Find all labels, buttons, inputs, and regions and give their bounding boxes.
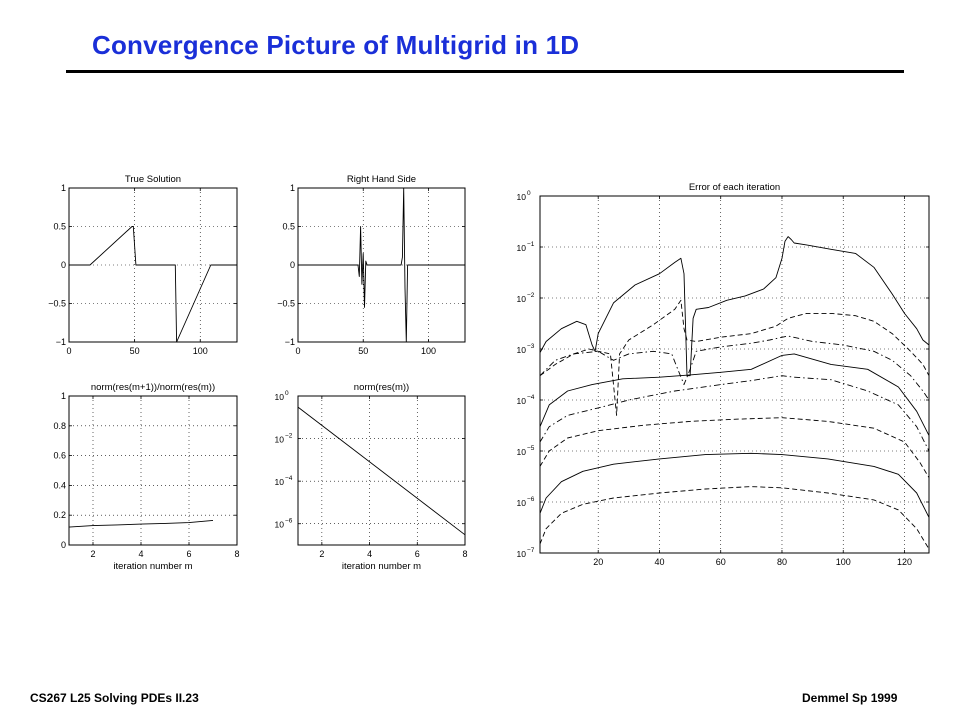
y-tick-exponent: 0 (527, 190, 531, 197)
x-axis-label: iteration number m (113, 561, 192, 572)
y-tick-label: 0 (61, 260, 66, 270)
series-line-1 (539, 299, 930, 416)
y-tick-exponent: −3 (527, 343, 535, 350)
x-tick-label: 120 (897, 557, 912, 567)
y-tick-exponent: −4 (285, 475, 293, 482)
y-tick-exponent: −1 (527, 241, 535, 248)
series-line-3 (539, 353, 930, 436)
y-tick-label: −0.5 (277, 299, 295, 309)
x-axis-label: iteration number m (342, 561, 421, 572)
x-tick-label: 2 (319, 549, 324, 559)
series-line-0 (69, 226, 237, 343)
y-tick-label: 0 (290, 260, 295, 270)
y-tick-exponent: −2 (285, 433, 293, 440)
x-tick-label: 60 (716, 557, 726, 567)
series-line-0 (297, 406, 466, 536)
y-tick-label: 10 (517, 294, 527, 304)
y-tick-label: 0 (61, 540, 66, 550)
x-tick-label: 80 (777, 557, 787, 567)
y-tick-label: −1 (56, 337, 66, 347)
x-tick-label: 50 (130, 346, 140, 356)
x-tick-label: 50 (358, 346, 368, 356)
chart-panel-0: 0 50 100 −1 −0.5 0 0.5 1 True Solution (48, 174, 238, 356)
x-tick-label: 8 (234, 549, 239, 559)
y-tick-exponent: 0 (285, 390, 289, 397)
chart-title: norm(res(m)) (354, 382, 409, 393)
y-tick-exponent: −5 (527, 445, 535, 452)
x-tick-label: 40 (654, 557, 664, 567)
x-tick-label: 0 (295, 346, 300, 356)
x-tick-label: 100 (421, 346, 436, 356)
y-tick-label: 10 (275, 520, 285, 530)
y-tick-exponent: −6 (285, 518, 293, 525)
y-tick-label: 10 (275, 392, 285, 402)
x-tick-label: 6 (186, 549, 191, 559)
y-tick-exponent: −6 (527, 496, 535, 503)
chart-title: True Solution (125, 174, 181, 185)
slide-title: Convergence Picture of Multigrid in 1D (92, 30, 580, 60)
footer-author-label: Demmel Sp 1999 (802, 691, 898, 705)
plot-frame (297, 395, 466, 546)
y-tick-label: 10 (517, 192, 527, 202)
chart-panel-2: 2 4 6 8 0 0.2 0.4 0.6 0.8 1 norm(res(m+1))/norm(re… (53, 382, 239, 572)
series-line-0 (68, 519, 214, 528)
y-tick-label: 0.8 (53, 421, 66, 431)
y-tick-label: −0.5 (48, 299, 66, 309)
y-tick-label: 1 (290, 183, 295, 193)
x-tick-label: 4 (367, 549, 372, 559)
x-tick-label: 6 (415, 549, 420, 559)
y-tick-label: 10 (517, 498, 527, 508)
y-tick-label: 10 (517, 447, 527, 457)
x-tick-label: 2 (90, 549, 95, 559)
y-tick-label: 0.2 (53, 510, 66, 520)
chart-panel-1: 0 50 100 −1 −0.5 0 0.5 1 Right Hand Side (277, 174, 466, 356)
y-tick-label: 1 (61, 183, 66, 193)
y-tick-exponent: −2 (527, 292, 535, 299)
series-line-5 (539, 417, 930, 478)
y-tick-label: 10 (517, 243, 527, 253)
plot-frame (539, 195, 930, 554)
y-tick-label: 10 (517, 549, 527, 559)
series-line-0 (298, 187, 465, 343)
chart-title: Right Hand Side (347, 174, 416, 185)
x-tick-label: 0 (66, 346, 71, 356)
x-tick-label: 8 (462, 549, 467, 559)
y-tick-label: 1 (61, 391, 66, 401)
y-tick-label: 10 (275, 435, 285, 445)
y-tick-exponent: −7 (527, 547, 535, 554)
y-tick-exponent: −4 (527, 394, 535, 401)
y-tick-label: 0.5 (282, 222, 295, 232)
y-tick-label: 0.6 (53, 451, 66, 461)
title-divider (66, 70, 904, 73)
x-tick-label: 4 (138, 549, 143, 559)
series-line-6 (539, 452, 930, 518)
chart-title: Error of each iteration (689, 182, 780, 193)
y-tick-label: 10 (275, 477, 285, 487)
chart-title: norm(res(m+1))/norm(res(m)) (91, 382, 215, 393)
series-line-0 (539, 236, 930, 377)
x-tick-label: 20 (593, 557, 603, 567)
y-tick-label: −1 (285, 337, 295, 347)
series-line-4 (539, 375, 930, 452)
y-tick-label: 10 (517, 345, 527, 355)
series-line-7 (539, 486, 930, 550)
y-tick-label: 0.5 (53, 222, 66, 232)
x-tick-label: 100 (836, 557, 851, 567)
y-tick-label: 10 (517, 396, 527, 406)
plot-frame (68, 395, 238, 546)
footer-course-label: CS267 L25 Solving PDEs II.23 (30, 691, 199, 705)
series-line-2 (539, 335, 930, 401)
x-tick-label: 100 (193, 346, 208, 356)
y-tick-label: 0.4 (53, 480, 66, 490)
